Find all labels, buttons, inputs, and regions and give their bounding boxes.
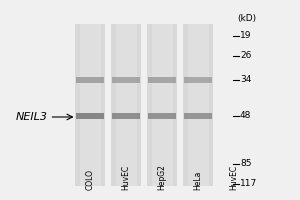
Bar xyxy=(112,113,140,119)
Bar xyxy=(188,24,208,186)
Bar xyxy=(184,113,212,119)
Bar xyxy=(147,24,177,186)
Text: NEIL3: NEIL3 xyxy=(16,112,47,122)
Text: HepG2: HepG2 xyxy=(158,164,166,190)
Text: 19: 19 xyxy=(240,31,251,40)
Text: COLO: COLO xyxy=(85,169,94,190)
Bar xyxy=(116,24,136,186)
Text: 34: 34 xyxy=(240,75,251,84)
Bar xyxy=(183,24,213,186)
Bar xyxy=(75,24,105,186)
Text: 85: 85 xyxy=(240,160,251,168)
Bar xyxy=(184,77,212,83)
Text: HeLa: HeLa xyxy=(194,171,202,190)
Bar xyxy=(76,77,104,83)
Bar xyxy=(112,77,140,83)
Bar xyxy=(148,77,176,83)
Bar xyxy=(76,113,104,119)
Text: 117: 117 xyxy=(240,180,257,188)
Bar xyxy=(152,24,172,186)
Bar xyxy=(111,24,141,186)
Text: (kD): (kD) xyxy=(237,14,256,22)
Text: HuvEC: HuvEC xyxy=(230,165,238,190)
Bar xyxy=(80,24,100,186)
Text: HuvEC: HuvEC xyxy=(122,165,130,190)
Bar xyxy=(148,113,176,119)
Text: 26: 26 xyxy=(240,51,251,60)
Text: 48: 48 xyxy=(240,112,251,120)
